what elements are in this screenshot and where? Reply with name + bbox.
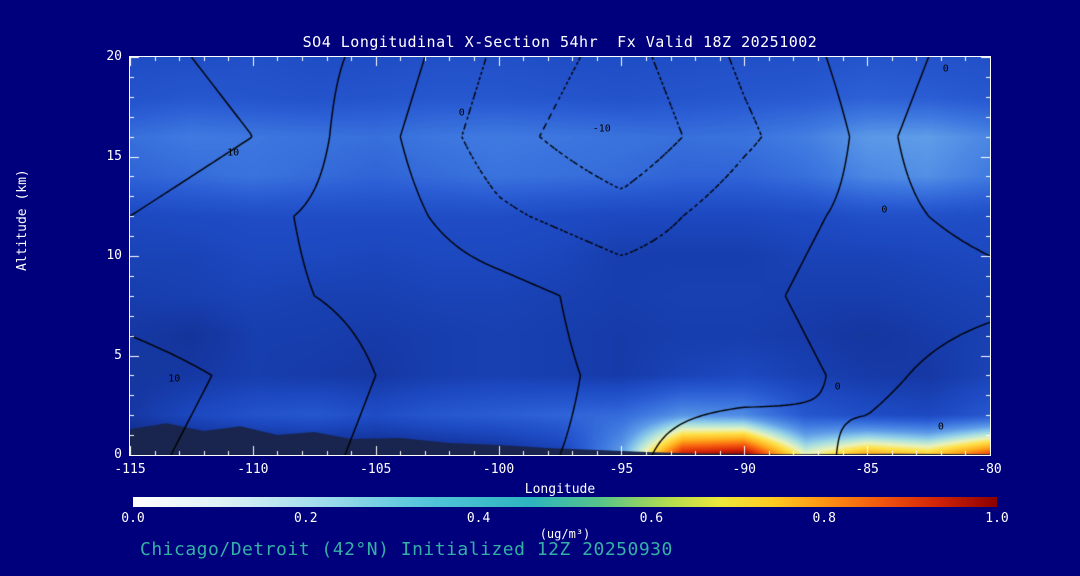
x-tick-label: -90 <box>732 462 757 477</box>
x-tick-label: -110 <box>237 462 269 477</box>
colorbar-tick-label: 1.0 <box>985 511 1009 526</box>
colorbar <box>133 497 997 507</box>
y-tick-label: 5 <box>114 347 122 363</box>
colorbar-tick-label: 0.4 <box>466 511 491 526</box>
colorbar-tick-label: 0.6 <box>639 511 664 526</box>
x-tick-label: -95 <box>609 462 634 477</box>
colorbar-tick-label: 0.2 <box>294 511 318 526</box>
y-tick-label: 10 <box>106 248 122 263</box>
colorbar-units: (ug/m³) <box>539 527 591 541</box>
x-axis-label: Longitude <box>524 482 596 497</box>
plot-area: 10 -10 0 0 0 10 0 0 <box>129 56 991 456</box>
y-tick-label: 0 <box>114 447 122 462</box>
x-tick-label: -85 <box>855 462 879 477</box>
x-tick-label: -100 <box>482 462 515 477</box>
colorbar-tick-label: 0.8 <box>812 511 836 526</box>
y-tick-label: 20 <box>106 49 122 64</box>
y-axis-label: Altitude (km) <box>15 169 30 271</box>
y-tick-label: 15 <box>106 148 122 164</box>
x-tick-label: -80 <box>978 462 1002 477</box>
colorbar-tick-label: 0.0 <box>121 511 145 526</box>
x-tick-label: -105 <box>360 462 392 477</box>
figure-caption: Chicago/Detroit (42°N) Initialized 12Z 2… <box>140 539 673 560</box>
chart-title: SO4 Longitudinal X-Section 54hr Fx Valid… <box>302 33 818 51</box>
heatmap-canvas <box>129 56 991 456</box>
x-tick-label: -115 <box>114 462 146 477</box>
